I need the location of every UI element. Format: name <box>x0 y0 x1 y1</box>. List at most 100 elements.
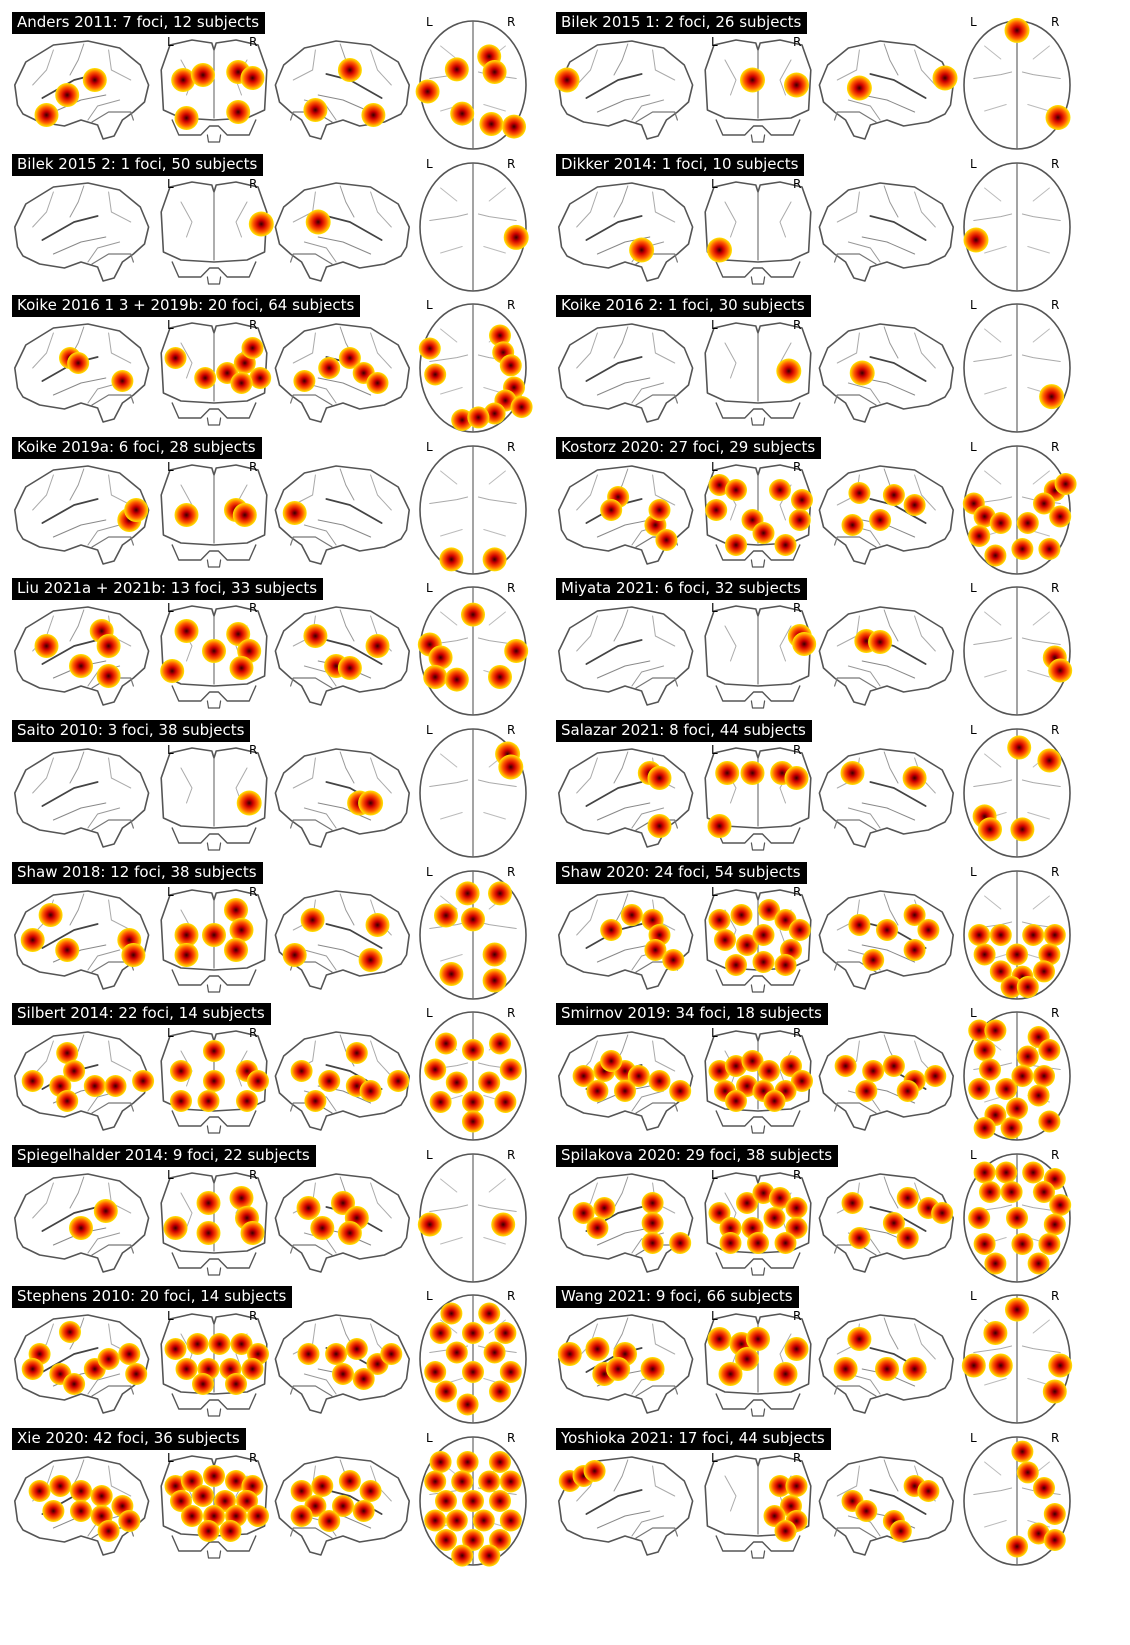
focus-blob <box>774 1520 797 1542</box>
left-hemisphere-label: L <box>711 1026 718 1041</box>
focus-blob <box>229 656 254 681</box>
focus-blob <box>489 1529 511 1551</box>
focus-blob <box>423 665 448 690</box>
left-hemisphere-label: L <box>970 439 977 454</box>
focus-blob <box>170 1090 192 1113</box>
focus-blob <box>491 1212 516 1237</box>
left-hemisphere-label: L <box>970 1006 977 1021</box>
focus-blob <box>290 1505 313 1527</box>
focus-blob <box>240 66 265 90</box>
right-hemisphere-label: R <box>249 318 258 333</box>
focus-blob <box>20 927 45 952</box>
focus-blob <box>785 1475 808 1497</box>
focus-blob <box>705 498 728 521</box>
right-hemisphere-label: R <box>249 743 258 757</box>
focus-blob <box>451 1470 474 1493</box>
focus-blob <box>1022 1161 1045 1184</box>
focus-blob <box>499 1509 522 1532</box>
study-panel: Smirnov 2019: 34 foci, 18 subjects L R L R <box>548 999 1110 1148</box>
focus-blob <box>752 521 775 544</box>
focus-blob <box>629 237 655 263</box>
focus-blob <box>489 1490 511 1512</box>
focus-blob <box>55 937 80 962</box>
left-hemisphere-label: L <box>167 1026 174 1041</box>
focus-blob <box>418 337 441 360</box>
left-hemisphere-label: L <box>167 1309 174 1324</box>
focus-blob <box>882 483 905 506</box>
focus-blob <box>226 622 251 647</box>
focus-blob <box>462 1361 484 1384</box>
focus-blob <box>1054 472 1077 495</box>
panel-title: Koike 2019a: 6 foci, 28 subjects <box>12 436 262 459</box>
glass-brain-projections <box>14 20 527 150</box>
focus-blob <box>1016 1461 1039 1484</box>
focus-blob <box>181 1505 203 1527</box>
focus-blob <box>482 547 507 572</box>
focus-blob <box>1027 1252 1050 1275</box>
focus-blob <box>708 908 731 931</box>
focus-blob <box>494 1322 517 1345</box>
focus-blob <box>707 237 732 263</box>
focus-blob <box>482 968 507 993</box>
focus-blob <box>725 1055 747 1078</box>
focus-blob <box>641 1211 664 1234</box>
focus-blob <box>197 1520 220 1542</box>
focus-blob <box>482 60 507 84</box>
focus-blob <box>784 72 809 98</box>
focus-blob <box>1033 1477 1055 1499</box>
glass-brain-projections <box>14 586 529 717</box>
left-hemisphere-label: L <box>426 723 433 737</box>
focus-blob <box>989 923 1012 946</box>
focus-blob <box>862 1060 885 1083</box>
study-panel: Salazar 2021: 8 foci, 44 subjects L R L R <box>548 716 1110 865</box>
focus-blob <box>593 1196 616 1219</box>
focus-blob <box>70 1500 92 1522</box>
focus-blob <box>318 1510 341 1532</box>
focus-blob <box>669 1231 692 1254</box>
focus-blob <box>784 766 809 790</box>
focus-blob <box>841 1191 864 1214</box>
panel-title: Yoshioka 2021: 17 foci, 44 subjects <box>556 1428 831 1450</box>
focus-blob <box>1033 1065 1055 1088</box>
glass-brain-projections <box>558 1011 1071 1141</box>
focus-blob <box>489 1451 511 1473</box>
study-panel: Koike 2016 1 3 + 2019b: 20 foci, 64 subj… <box>4 291 566 440</box>
right-hemisphere-label: R <box>249 1167 258 1182</box>
focus-blob <box>247 1070 269 1093</box>
focus-blob <box>424 1058 447 1081</box>
study-panel: Bilek 2015 1: 2 foci, 26 subjects L R L R <box>548 8 1110 157</box>
left-hemisphere-label: L <box>970 15 977 29</box>
focus-blob <box>435 1529 457 1551</box>
glass-brain-projections <box>558 161 1071 292</box>
focus-blob <box>428 645 453 670</box>
glass-brain-projections <box>14 1011 527 1141</box>
glass-brain-projections <box>558 444 1077 575</box>
focus-blob <box>435 1380 457 1403</box>
focus-blob <box>752 923 775 946</box>
panel-title: Koike 2016 1 3 + 2019b: 20 foci, 64 subj… <box>12 295 361 318</box>
focus-blob <box>840 761 865 785</box>
focus-blob <box>478 1470 501 1493</box>
focus-blob <box>186 1333 209 1356</box>
focus-blob <box>97 1348 120 1371</box>
focus-blob <box>451 1544 474 1567</box>
focus-blob <box>627 1065 650 1088</box>
left-hemisphere-label: L <box>711 1309 718 1324</box>
focus-blob <box>1038 537 1061 560</box>
focus-blob <box>196 1220 221 1245</box>
focus-blob <box>1006 1206 1028 1229</box>
focus-blob <box>868 630 893 655</box>
focus-blob <box>752 1181 775 1204</box>
left-hemisphere-label: L <box>970 1147 977 1162</box>
focus-blob <box>707 814 732 838</box>
right-hemisphere-label: R <box>507 581 516 596</box>
focus-blob <box>876 918 898 941</box>
focus-blob <box>282 942 307 967</box>
focus-blob <box>499 1470 522 1493</box>
left-hemisphere-label: L <box>711 1451 718 1465</box>
study-panel: Liu 2021a + 2021b: 13 foci, 33 subjects L… <box>4 574 566 723</box>
focus-blob <box>489 1380 511 1403</box>
panel-title: Spilakova 2020: 29 foci, 38 subjects <box>556 1144 839 1167</box>
focus-blob <box>225 1373 247 1396</box>
left-hemisphere-label: L <box>711 601 718 616</box>
